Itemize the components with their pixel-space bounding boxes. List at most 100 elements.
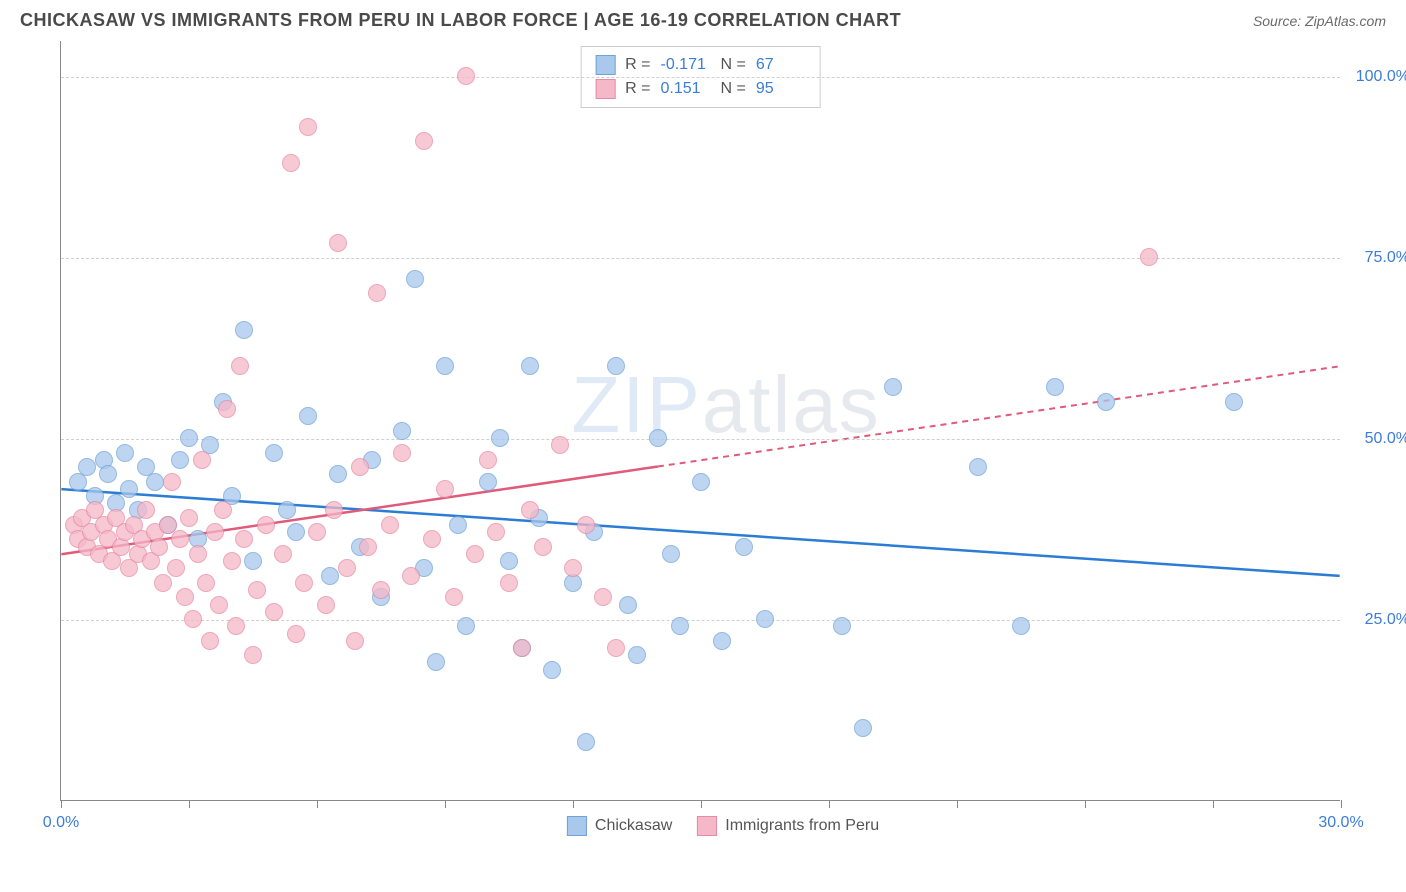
scatter-point — [197, 574, 215, 592]
scatter-point — [282, 154, 300, 172]
x-tick — [189, 800, 190, 808]
scatter-point — [500, 574, 518, 592]
scatter-point — [235, 530, 253, 548]
y-tick-label: 100.0% — [1350, 68, 1406, 86]
watermark-bold: ZIP — [571, 360, 701, 449]
scatter-point — [491, 429, 509, 447]
scatter-point — [628, 646, 646, 664]
x-tick — [317, 800, 318, 808]
scatter-point — [248, 581, 266, 599]
scatter-point — [671, 617, 689, 635]
scatter-point — [368, 284, 386, 302]
legend-swatch — [595, 55, 615, 75]
scatter-point — [321, 567, 339, 585]
scatter-point — [713, 632, 731, 650]
scatter-point — [607, 357, 625, 375]
scatter-point — [393, 422, 411, 440]
scatter-point — [210, 596, 228, 614]
scatter-point — [415, 132, 433, 150]
scatter-point — [329, 234, 347, 252]
gridline — [61, 620, 1340, 621]
scatter-point — [154, 574, 172, 592]
scatter-point — [206, 523, 224, 541]
scatter-point — [393, 444, 411, 462]
x-tick — [829, 800, 830, 808]
scatter-point — [436, 357, 454, 375]
y-tick-label: 50.0% — [1350, 430, 1406, 448]
scatter-point — [607, 639, 625, 657]
legend-swatch — [567, 816, 587, 836]
legend-item: Chickasaw — [567, 816, 672, 836]
scatter-point — [218, 400, 236, 418]
scatter-point — [146, 473, 164, 491]
scatter-point — [214, 501, 232, 519]
scatter-point — [163, 473, 181, 491]
scatter-point — [1097, 393, 1115, 411]
scatter-point — [287, 523, 305, 541]
scatter-point — [1012, 617, 1030, 635]
legend-n-value: 67 — [756, 56, 806, 74]
scatter-point — [457, 617, 475, 635]
scatter-point — [884, 378, 902, 396]
chart-title: CHICKASAW VS IMMIGRANTS FROM PERU IN LAB… — [20, 10, 901, 31]
chart-source: Source: ZipAtlas.com — [1253, 13, 1386, 29]
scatter-point — [402, 567, 420, 585]
scatter-point — [189, 545, 207, 563]
scatter-point — [346, 632, 364, 650]
scatter-point — [201, 632, 219, 650]
plot-area: ZIPatlas R = -0.171N = 67R = 0.151N = 95… — [60, 41, 1340, 801]
legend-label: Chickasaw — [595, 817, 672, 835]
scatter-point — [193, 451, 211, 469]
chart-container: In Labor Force | Age 16-19 ZIPatlas R = … — [60, 41, 1386, 801]
scatter-point — [120, 480, 138, 498]
scatter-point — [577, 733, 595, 751]
scatter-point — [338, 559, 356, 577]
scatter-point — [551, 436, 569, 454]
scatter-point — [1140, 248, 1158, 266]
legend-swatch — [697, 816, 717, 836]
scatter-point — [445, 588, 463, 606]
scatter-point — [854, 719, 872, 737]
scatter-point — [295, 574, 313, 592]
x-tick — [1085, 800, 1086, 808]
scatter-point — [287, 625, 305, 643]
legend-r-value: -0.171 — [661, 56, 711, 74]
scatter-point — [479, 473, 497, 491]
scatter-point — [167, 559, 185, 577]
scatter-point — [325, 501, 343, 519]
scatter-point — [244, 552, 262, 570]
scatter-point — [521, 501, 539, 519]
scatter-point — [662, 545, 680, 563]
legend-bottom: Chickasaw Immigrants from Peru — [567, 816, 879, 836]
legend-item: Immigrants from Peru — [697, 816, 879, 836]
x-tick — [957, 800, 958, 808]
scatter-point — [278, 501, 296, 519]
legend-r-label: R = — [625, 56, 650, 74]
legend-stat-row: R = 0.151N = 95 — [595, 77, 806, 101]
x-tick — [701, 800, 702, 808]
scatter-point — [649, 429, 667, 447]
scatter-point — [257, 516, 275, 534]
scatter-point — [1046, 378, 1064, 396]
scatter-point — [351, 458, 369, 476]
scatter-point — [735, 538, 753, 556]
scatter-point — [381, 516, 399, 534]
scatter-point — [619, 596, 637, 614]
scatter-point — [372, 581, 390, 599]
scatter-point — [99, 465, 117, 483]
scatter-point — [180, 509, 198, 527]
scatter-point — [500, 552, 518, 570]
chart-header: CHICKASAW VS IMMIGRANTS FROM PERU IN LAB… — [0, 0, 1406, 36]
scatter-point — [427, 653, 445, 671]
y-tick-label: 75.0% — [1350, 249, 1406, 267]
scatter-point — [184, 610, 202, 628]
scatter-point — [176, 588, 194, 606]
scatter-point — [423, 530, 441, 548]
scatter-point — [359, 538, 377, 556]
scatter-point — [692, 473, 710, 491]
scatter-point — [466, 545, 484, 563]
scatter-point — [969, 458, 987, 476]
trend-lines — [61, 41, 1340, 800]
scatter-point — [534, 538, 552, 556]
scatter-point — [265, 444, 283, 462]
